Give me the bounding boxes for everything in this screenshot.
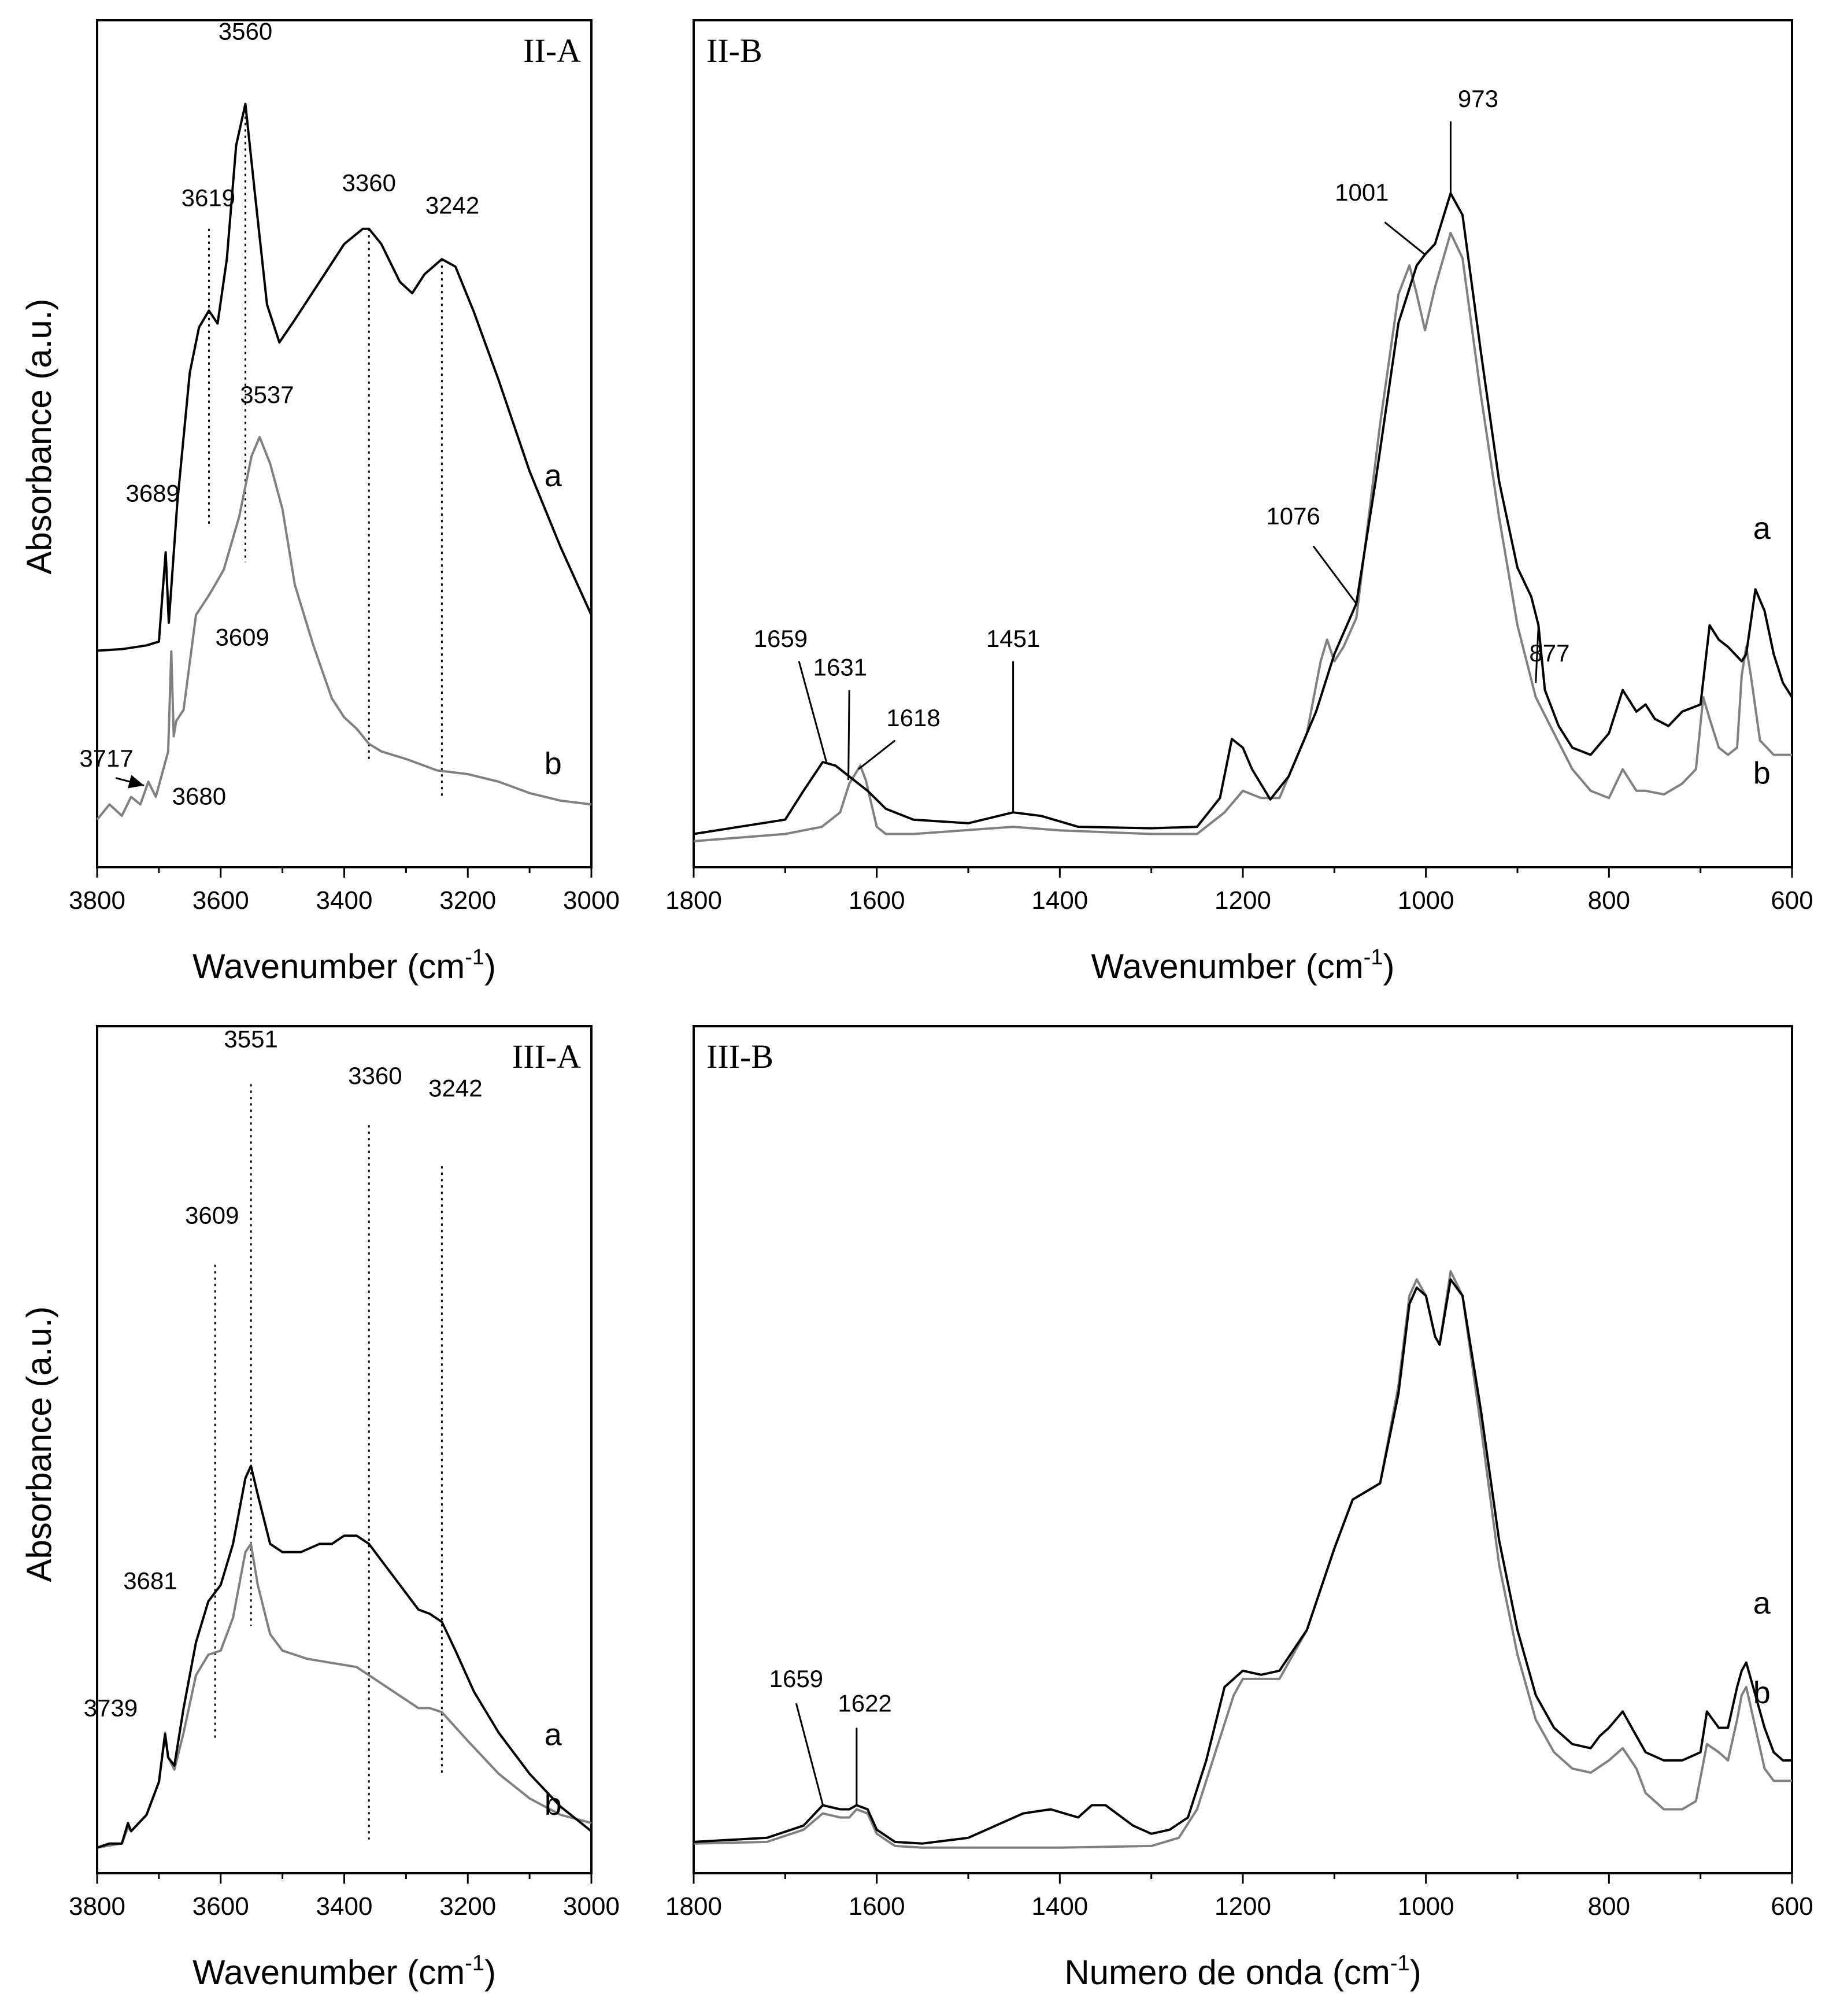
x-axis-label: Numero de onda (cm-1) — [1064, 1951, 1421, 1992]
peak-annotation: 3242 — [428, 1075, 482, 1102]
x-tick-label: 3600 — [192, 1892, 249, 1921]
peak-annotation: 877 — [1529, 639, 1569, 667]
x-tick-label: 1000 — [1398, 1892, 1454, 1921]
annotation-leader — [1312, 545, 1357, 605]
peak-annotation: 1451 — [986, 625, 1040, 652]
x-tick-label: 3400 — [316, 886, 373, 915]
series-label-b: b — [1753, 756, 1771, 790]
peak-annotation: 1631 — [813, 654, 867, 681]
x-tick-label: 3200 — [439, 1892, 496, 1921]
peak-annotation: 3689 — [125, 479, 179, 506]
series-line-a — [97, 1464, 593, 1849]
peak-annotation: 1659 — [754, 625, 808, 652]
annotation-arrowhead — [128, 775, 145, 789]
peak-annotation: 3680 — [172, 782, 226, 809]
x-tick-label: 1200 — [1215, 1892, 1271, 1921]
series-line-b — [693, 232, 1792, 842]
panel-iii-a: 3800 3600 3400 3200 3000 Wavenumber (cm-1) III… — [69, 1025, 620, 1992]
annotation-leader — [795, 1703, 824, 1805]
x-tick-label: 1600 — [849, 886, 905, 915]
peak-annotation: 1659 — [769, 1665, 823, 1692]
series-line-a — [693, 1278, 1792, 1845]
panel-label: III-B — [706, 1038, 773, 1075]
peak-annotation: 3242 — [425, 192, 479, 219]
x-tick-label: 600 — [1771, 1892, 1813, 1921]
x-tick-label: 1200 — [1215, 886, 1271, 915]
peak-annotation: 3360 — [348, 1062, 402, 1089]
x-tick-label: 3600 — [192, 886, 249, 915]
y-axis-label-top: Absorbance (a.u.) — [20, 299, 58, 575]
peak-annotation: 3360 — [342, 169, 396, 196]
x-tick-label: 3800 — [69, 1892, 125, 1921]
series-label-b: b — [545, 746, 562, 781]
series-label-b: b — [1753, 1675, 1771, 1710]
annotation-leader — [858, 739, 896, 770]
peak-annotation: 3609 — [215, 623, 269, 650]
x-tick-label: 1800 — [665, 886, 722, 915]
panel-label: II-A — [523, 32, 581, 69]
x-tick-label: 3000 — [563, 886, 620, 915]
peak-annotation: 3717 — [79, 745, 133, 772]
panel-iii-b: 1800 1600 1400 1200 1000 800 600 Numero de onda… — [665, 1025, 1813, 1992]
peak-annotation: 1076 — [1266, 502, 1320, 530]
annotation-leader — [798, 661, 828, 763]
peak-annotation: 1622 — [838, 1689, 891, 1717]
x-tick-label: 800 — [1588, 886, 1630, 915]
x-tick-label: 600 — [1771, 886, 1813, 915]
series-line-a — [97, 102, 593, 652]
series-label-b: b — [545, 1787, 562, 1822]
panels: 3800 3600 3400 3200 3000 Wavenumber (cm-1) II-… — [69, 17, 1813, 1992]
peak-annotation: 3609 — [185, 1202, 239, 1229]
x-axis-label: Wavenumber (cm-1) — [1091, 945, 1395, 986]
x-tick-label: 3000 — [563, 1892, 620, 1921]
x-tick-label: 1400 — [1031, 886, 1088, 915]
peak-annotation: 973 — [1458, 85, 1498, 112]
x-tick-label: 3400 — [316, 1892, 373, 1921]
peak-annotation: 3560 — [219, 17, 272, 45]
panel-label: III-A — [512, 1038, 581, 1075]
series-label-a: a — [545, 1717, 562, 1752]
x-axis-label: Wavenumber (cm-1) — [192, 945, 496, 986]
x-tick-label: 3800 — [69, 886, 125, 915]
x-tick-label: 3200 — [439, 886, 496, 915]
panel-ii-b: 1800 1600 1400 1200 1000 800 600 Wavenumber (cm… — [665, 19, 1813, 986]
x-tick-label: 1600 — [849, 1892, 905, 1921]
x-tick-label: 800 — [1588, 1892, 1630, 1921]
peak-annotation: 3739 — [84, 1695, 138, 1722]
x-tick-label: 1000 — [1398, 886, 1454, 915]
panel-label: II-B — [706, 32, 762, 69]
panel-ii-a: 3800 3600 3400 3200 3000 Wavenumber (cm-1) II-… — [69, 17, 620, 986]
series-label-a: a — [1753, 511, 1771, 546]
series-line-b — [96, 436, 592, 820]
series-line-a — [693, 192, 1793, 835]
annotation-leader — [1384, 221, 1426, 256]
x-axis-label: Wavenumber (cm-1) — [192, 1951, 496, 1992]
annotation-leader — [847, 690, 850, 780]
peak-annotation: 3537 — [240, 381, 294, 408]
peak-annotation: 3551 — [224, 1025, 277, 1052]
peak-annotation: 3681 — [123, 1567, 177, 1595]
peak-annotation: 1618 — [886, 704, 940, 731]
series-label-a: a — [545, 458, 562, 493]
x-tick-label: 1800 — [665, 1892, 722, 1921]
x-tick-label: 1400 — [1031, 1892, 1088, 1921]
y-axis-label-bottom: Absorbance (a.u.) — [20, 1307, 58, 1582]
annotation-leader — [1535, 625, 1539, 683]
peak-annotation: 1001 — [1335, 179, 1389, 206]
peak-annotation: 3619 — [182, 184, 235, 212]
series-label-a: a — [1753, 1586, 1771, 1621]
